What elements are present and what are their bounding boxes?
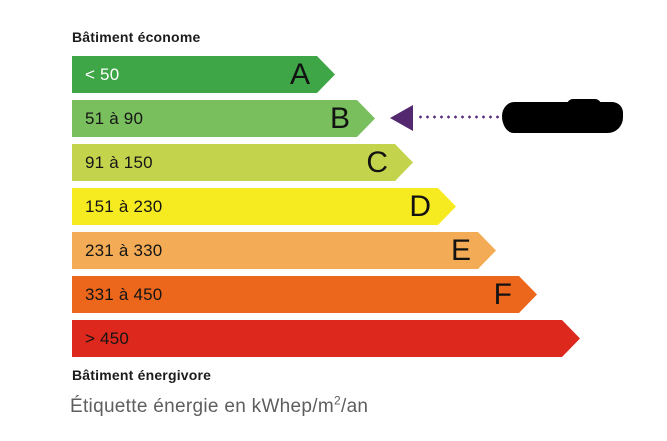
class-letter-d: D (409, 189, 431, 223)
caption-prefix: Étiquette énergie en kWhep/m (70, 396, 334, 417)
caption-suffix: /an (340, 396, 369, 417)
energy-bar-d: 151 à 230 D (72, 188, 456, 225)
energy-scale: < 50 A 51 à 90 B 91 à 150 C 151 à 230 D … (72, 56, 580, 364)
energy-bar-g: > 450 (72, 320, 580, 357)
range-label-c: 91 à 150 (85, 152, 153, 172)
energy-bar-e: 231 à 330 E (72, 232, 496, 269)
range-label-d: 151 à 230 (85, 196, 163, 216)
range-label-g: > 450 (85, 328, 130, 348)
energy-label-caption: Étiquette énergie en kWhep/m2/an (70, 393, 369, 418)
energy-bar-c: 91 à 150 C (72, 144, 413, 181)
range-label-e: 231 à 330 (85, 240, 163, 260)
redaction-blob (502, 99, 623, 133)
pointer-triangle-icon (390, 105, 413, 131)
energy-bar-a: < 50 A (72, 56, 335, 93)
range-label-f: 331 à 450 (85, 284, 163, 304)
class-letter-b: B (329, 101, 350, 135)
caption-superscript: 2 (334, 393, 341, 408)
energy-bar-b: 51 à 90 B (72, 100, 375, 137)
class-letter-a: A (289, 57, 310, 91)
economical-building-label: Bâtiment économe (72, 29, 201, 45)
class-letter-c: C (366, 145, 388, 179)
energy-bar-f: 331 à 450 F (72, 276, 537, 313)
range-label-a: < 50 (85, 64, 120, 84)
energy-intensive-building-label: Bâtiment énergivore (72, 367, 212, 383)
class-letter-e: E (450, 233, 471, 267)
range-label-b: 51 à 90 (85, 108, 144, 128)
class-letter-f: F (493, 277, 512, 311)
dotted-connector (417, 115, 503, 119)
